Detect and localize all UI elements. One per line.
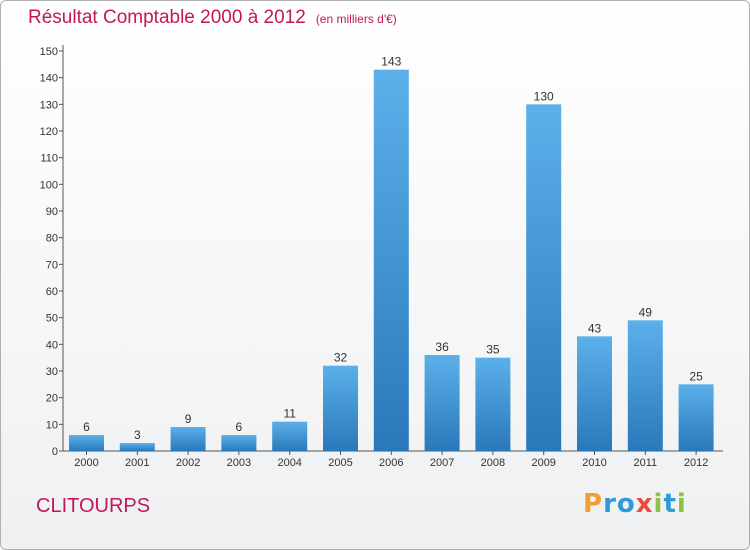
proxiti-logo: Proxiti [583,489,687,519]
logo-letter: x [635,489,654,519]
y-tick-label: 110 [40,153,58,165]
data-label: 11 [283,407,296,421]
y-tick-label: 60 [46,286,58,298]
x-tick-label: 2002 [176,457,200,469]
chart-title-text: Résultat Comptable 2000 à 2012 [28,7,306,28]
y-tick-label: 150 [40,46,58,58]
x-tick-label: 2008 [481,457,505,469]
y-tick-label: 100 [40,179,58,191]
bar-2005 [323,365,358,451]
data-label: 130 [534,89,554,103]
y-tick-label: 130 [40,99,58,111]
x-tick-label: 2010 [582,457,606,469]
x-tick-label: 2000 [74,457,98,469]
data-label: 49 [639,305,653,319]
data-label: 6 [83,420,90,434]
y-tick-label: 140 [40,73,58,85]
bar-2003 [221,435,257,451]
bar-2012 [678,384,714,451]
x-tick-label: 2011 [633,457,657,469]
y-tick-label: 120 [40,126,58,138]
data-label: 36 [435,340,449,354]
y-tick-label: 50 [46,313,58,325]
bar-2004 [272,421,308,451]
y-tick-label: 0 [52,446,58,458]
y-tick-label: 80 [46,233,58,245]
y-tick-label: 10 [46,419,58,431]
bar-2007 [424,355,460,451]
bar-2002 [170,427,206,451]
logo-letter: r [603,489,617,519]
data-label: 3 [134,428,141,442]
data-label: 143 [381,55,401,69]
x-tick-label: 2004 [277,457,301,469]
chart-subtitle: (en milliers d'€) [315,12,397,26]
x-tick-label: 2006 [379,457,403,469]
bar-2000 [69,435,104,451]
data-label: 25 [689,369,703,383]
x-tick-label: 2005 [328,457,352,469]
x-tick-label: 2012 [684,457,708,469]
chart-title: Résultat Comptable 2000 à 2012 (en millie… [28,7,397,29]
bar-2006 [373,69,409,452]
y-tick-label: 40 [46,339,58,351]
bar-2001 [119,443,155,451]
commune-name: CLITOURPS [36,495,151,517]
data-label: 43 [588,321,602,335]
logo-letter: i [676,489,687,519]
bar-2010 [577,336,612,451]
y-tick-label: 90 [46,206,58,218]
bar-2009 [526,104,562,451]
y-tick-label: 70 [46,259,58,271]
data-label: 6 [236,420,243,434]
x-tick-label: 2003 [227,457,251,469]
x-tick-label: 2001 [125,457,149,469]
logo-letter: i [653,489,664,519]
y-tick-label: 30 [46,366,58,378]
bar-2008 [475,357,511,451]
x-tick-label: 2009 [531,457,555,469]
x-tick-label: 2007 [430,457,454,469]
data-label: 35 [486,343,500,357]
y-tick-label: 20 [46,393,58,405]
logo-letter: o [616,489,636,519]
bar-2011 [627,320,663,451]
data-label: 9 [185,412,192,426]
logo-letter: t [663,489,677,519]
data-label: 32 [334,351,348,365]
logo-letter: P [583,489,604,519]
